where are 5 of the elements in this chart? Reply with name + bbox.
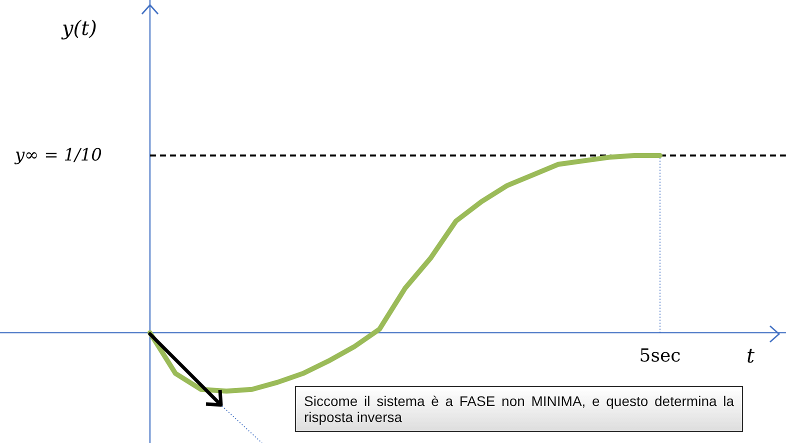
text: Siccome il sistema è a FASE non MINIMA, e questo determina la risposta inversa: [295, 386, 743, 432]
text: y(t): [62, 16, 97, 40]
ref-line-label: y∞ = 1/10: [14, 146, 102, 166]
x-axis-title: t: [746, 344, 756, 368]
annotation: 5sec: [639, 346, 681, 367]
